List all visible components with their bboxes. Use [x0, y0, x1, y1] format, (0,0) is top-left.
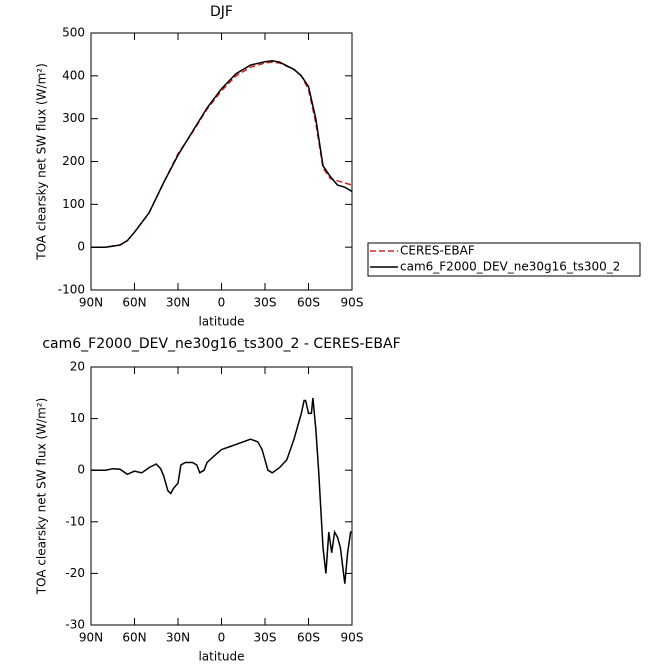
- x-tick-label: 30N: [166, 296, 190, 310]
- x-tick-label: 90S: [341, 296, 364, 310]
- legend-box: [367, 242, 641, 277]
- y-tick-label: -10: [65, 514, 85, 528]
- x-axis-label: latitude: [198, 650, 244, 664]
- x-tick-label: 0: [218, 631, 226, 645]
- y-tick-label: 0: [77, 240, 85, 254]
- series-line: [91, 397, 352, 584]
- x-tick-label: 0: [218, 296, 226, 310]
- series-line: [91, 60, 353, 248]
- y-tick-label: -100: [58, 283, 85, 297]
- x-tick-label: 30N: [166, 631, 190, 645]
- y-tick-label: 400: [62, 68, 85, 82]
- x-tick-label: 90N: [79, 296, 103, 310]
- x-tick-label: 30S: [254, 296, 277, 310]
- x-tick-label: 90S: [341, 631, 364, 645]
- y-tick-label: -30: [65, 618, 85, 632]
- y-tick-label: -20: [65, 566, 85, 580]
- x-tick-label: 30S: [254, 631, 277, 645]
- x-tick-label: 60S: [297, 631, 320, 645]
- x-tick-label: 60N: [122, 631, 146, 645]
- y-tick-label: 100: [62, 197, 85, 211]
- y-tick-label: 20: [70, 360, 85, 374]
- x-axis-label: latitude: [198, 315, 244, 329]
- y-tick-label: 200: [62, 154, 85, 168]
- x-tick-label: 60N: [122, 296, 146, 310]
- legend-label: CERES-EBAF: [400, 244, 475, 258]
- y-axis-label: TOA clearsky net SW flux (W/m²): [35, 398, 49, 596]
- y-axis-label: TOA clearsky net SW flux (W/m²): [35, 63, 49, 261]
- y-tick-label: 300: [62, 111, 85, 125]
- y-tick-label: 500: [62, 26, 85, 40]
- chart-title: DJF: [210, 4, 233, 20]
- x-tick-label: 60S: [297, 296, 320, 310]
- y-tick-label: 10: [70, 411, 85, 425]
- legend-label: cam6_F2000_DEV_ne30g16_ts300_2: [400, 260, 620, 274]
- y-tick-label: 0: [77, 463, 85, 477]
- x-tick-label: 90N: [79, 631, 103, 645]
- chart-title: cam6_F2000_DEV_ne30g16_ts300_2 - CERES-E…: [42, 336, 400, 352]
- plot-frame: [90, 32, 353, 291]
